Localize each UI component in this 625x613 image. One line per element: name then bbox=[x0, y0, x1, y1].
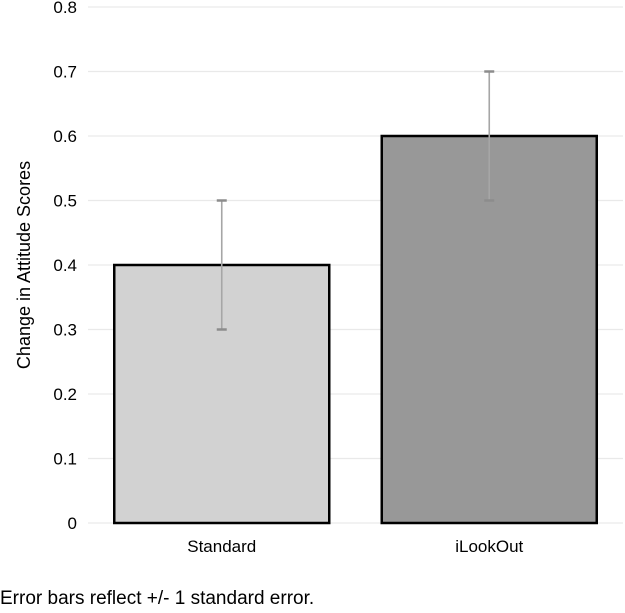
y-tick-label: 0.2 bbox=[53, 385, 77, 404]
y-tick-label: 0.4 bbox=[53, 256, 77, 275]
y-tick-label: 0.8 bbox=[53, 0, 77, 17]
y-axis-title: Change in Attitude Scores bbox=[14, 161, 34, 369]
y-tick-label: 0 bbox=[68, 514, 77, 533]
x-tick-label: Standard bbox=[187, 537, 256, 556]
y-tick-label: 0.5 bbox=[53, 192, 77, 211]
y-tick-label: 0.7 bbox=[53, 63, 77, 82]
y-tick-label: 0.6 bbox=[53, 127, 77, 146]
x-tick-label: iLookOut bbox=[455, 537, 523, 556]
figure-caption: Error bars reflect +/- 1 standard error. bbox=[0, 588, 315, 609]
y-tick-label: 0.3 bbox=[53, 321, 77, 340]
bar-chart: 0 0.1 0.2 0.3 0.4 0.5 0.6 0.7 0.8 Change in Attit… bbox=[14, 0, 623, 556]
y-tick-label: 0.1 bbox=[53, 450, 77, 469]
